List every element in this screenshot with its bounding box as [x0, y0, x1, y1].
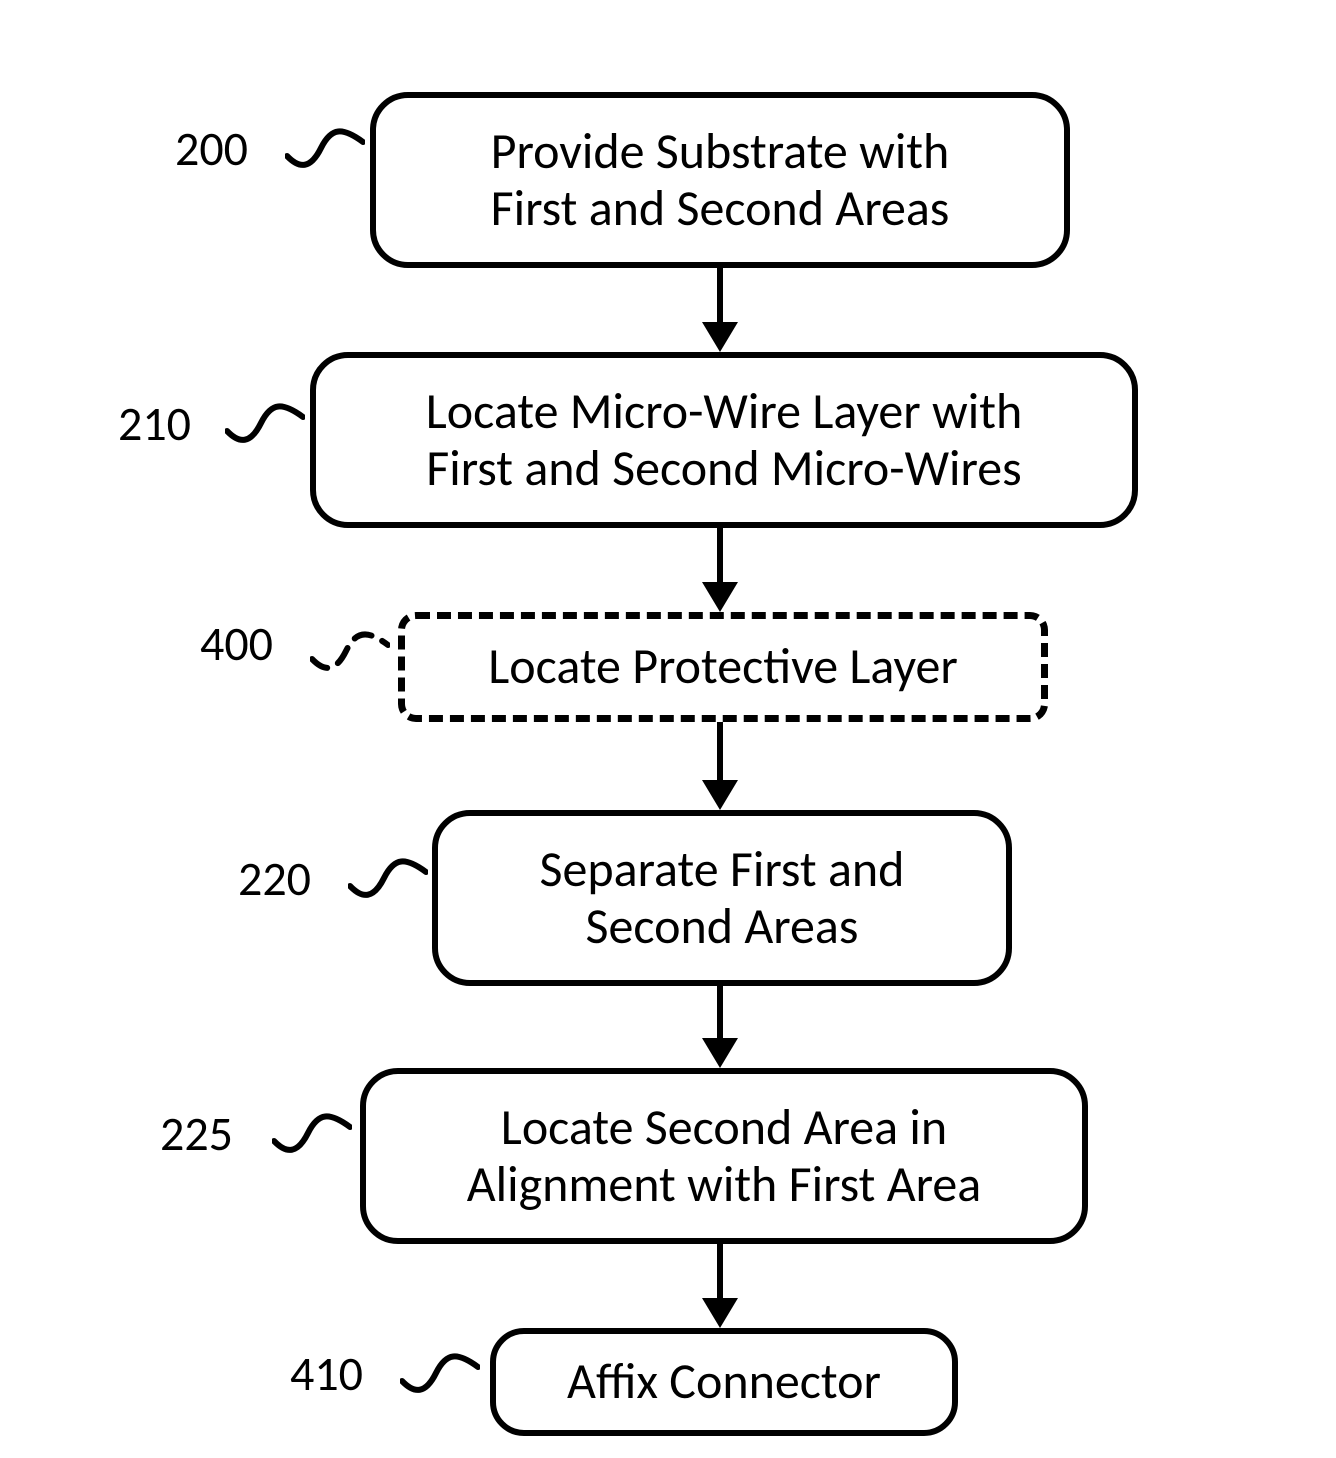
- ref-squiggle: [272, 1110, 352, 1161]
- edge-arrowhead-icon: [702, 1298, 738, 1328]
- edge-arrowhead-icon: [702, 582, 738, 612]
- edge-line: [717, 1244, 723, 1298]
- ref-squiggle: [310, 628, 390, 679]
- flow-node-n210: Locate Micro-Wire Layer withFirst and Se…: [310, 352, 1138, 528]
- edge-arrowhead-icon: [702, 322, 738, 352]
- edge-line: [717, 722, 723, 780]
- ref-label-225: 225: [160, 1110, 233, 1158]
- ref-label-220: 220: [238, 855, 311, 903]
- flow-node-n200: Provide Substrate withFirst and Second A…: [370, 92, 1070, 268]
- ref-label-400: 400: [200, 620, 273, 668]
- flowchart-canvas: Provide Substrate withFirst and Second A…: [0, 0, 1336, 1458]
- flow-node-n400: Locate Protective Layer: [398, 612, 1048, 722]
- edge-arrowhead-icon: [702, 780, 738, 810]
- edge-line: [717, 986, 723, 1038]
- ref-label-210: 210: [118, 400, 191, 448]
- flow-node-text: Locate Micro-Wire Layer withFirst and Se…: [426, 383, 1022, 498]
- ref-squiggle: [400, 1350, 480, 1401]
- ref-squiggle: [348, 855, 428, 906]
- ref-squiggle: [225, 400, 305, 451]
- flow-node-n410: Affix Connector: [490, 1328, 958, 1436]
- flow-node-text: Provide Substrate withFirst and Second A…: [491, 123, 950, 238]
- ref-label-410: 410: [290, 1350, 363, 1398]
- ref-squiggle: [285, 125, 365, 176]
- flow-node-text: Locate Protective Layer: [488, 638, 958, 696]
- flow-node-n225: Locate Second Area inAlignment with Firs…: [360, 1068, 1088, 1244]
- ref-label-200: 200: [175, 125, 248, 173]
- edge-arrowhead-icon: [702, 1038, 738, 1068]
- edge-line: [717, 268, 723, 322]
- flow-node-text: Affix Connector: [567, 1353, 881, 1411]
- flow-node-n220: Separate First andSecond Areas: [432, 810, 1012, 986]
- flow-node-text: Separate First andSecond Areas: [540, 841, 905, 956]
- edge-line: [717, 528, 723, 582]
- flow-node-text: Locate Second Area inAlignment with Firs…: [467, 1099, 982, 1214]
